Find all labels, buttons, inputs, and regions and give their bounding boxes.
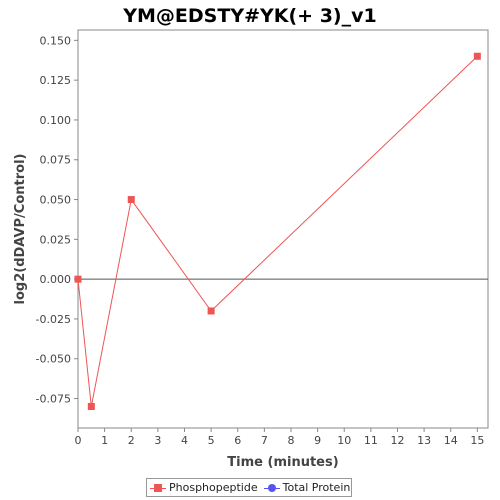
x-tick-label: 0 bbox=[75, 434, 82, 447]
x-tick-label: 14 bbox=[444, 434, 458, 447]
data-point bbox=[207, 307, 215, 315]
x-tick-label: 8 bbox=[287, 434, 294, 447]
legend-label: Phosphopeptide bbox=[169, 481, 258, 494]
chart-title: YM@EDSTY#YK(+ 3)_v1 bbox=[122, 5, 376, 27]
series-layer bbox=[74, 52, 481, 411]
x-tick-label: 5 bbox=[208, 434, 215, 447]
data-point bbox=[74, 275, 82, 283]
x-axis-label: Time (minutes) bbox=[227, 455, 338, 470]
y-tick-label: -0.075 bbox=[36, 393, 71, 406]
x-tick-label: 9 bbox=[314, 434, 321, 447]
y-tick-label: 0.125 bbox=[40, 74, 72, 87]
x-axis: 0 1 2 3 4 5 6 7 8 9 10 11 12 13 14 15 bbox=[75, 428, 484, 447]
square-marker-icon bbox=[150, 482, 166, 494]
legend-item-phosphopeptide: Phosphopeptide bbox=[150, 481, 258, 494]
data-point bbox=[87, 403, 95, 411]
y-tick-label: 0.150 bbox=[40, 34, 72, 47]
x-tick-label: 12 bbox=[390, 434, 404, 447]
y-tick-label: 0.075 bbox=[40, 154, 72, 167]
legend-label: Total Protein bbox=[282, 481, 351, 494]
data-point bbox=[473, 52, 481, 60]
x-tick-label: 4 bbox=[181, 434, 188, 447]
legend: Phosphopeptide Total Protein bbox=[146, 478, 352, 497]
legend-item-total-protein: Total Protein bbox=[263, 481, 351, 494]
x-tick-label: 11 bbox=[364, 434, 378, 447]
plot-area bbox=[77, 29, 489, 429]
x-tick-label: 13 bbox=[417, 434, 431, 447]
y-tick-label: -0.050 bbox=[36, 353, 71, 366]
x-tick-label: 3 bbox=[154, 434, 161, 447]
y-axis-label: log2(dDAVP/Control) bbox=[13, 154, 28, 305]
y-tick-label: -0.025 bbox=[36, 313, 71, 326]
circle-marker-icon bbox=[263, 482, 280, 494]
x-tick-label: 7 bbox=[261, 434, 268, 447]
x-tick-label: 6 bbox=[234, 434, 241, 447]
y-tick-label: 0.000 bbox=[40, 273, 72, 286]
x-tick-label: 15 bbox=[470, 434, 484, 447]
x-tick-label: 2 bbox=[128, 434, 135, 447]
y-tick-label: 0.025 bbox=[40, 233, 72, 246]
y-tick-label: 0.050 bbox=[40, 194, 72, 207]
x-tick-label: 10 bbox=[337, 434, 351, 447]
y-tick-label: 0.100 bbox=[40, 114, 72, 127]
data-point bbox=[127, 196, 135, 204]
y-axis: -0.075 -0.050 -0.025 0.000 0.025 0.050 0.075 0.… bbox=[36, 34, 78, 406]
x-tick-label: 1 bbox=[101, 434, 108, 447]
